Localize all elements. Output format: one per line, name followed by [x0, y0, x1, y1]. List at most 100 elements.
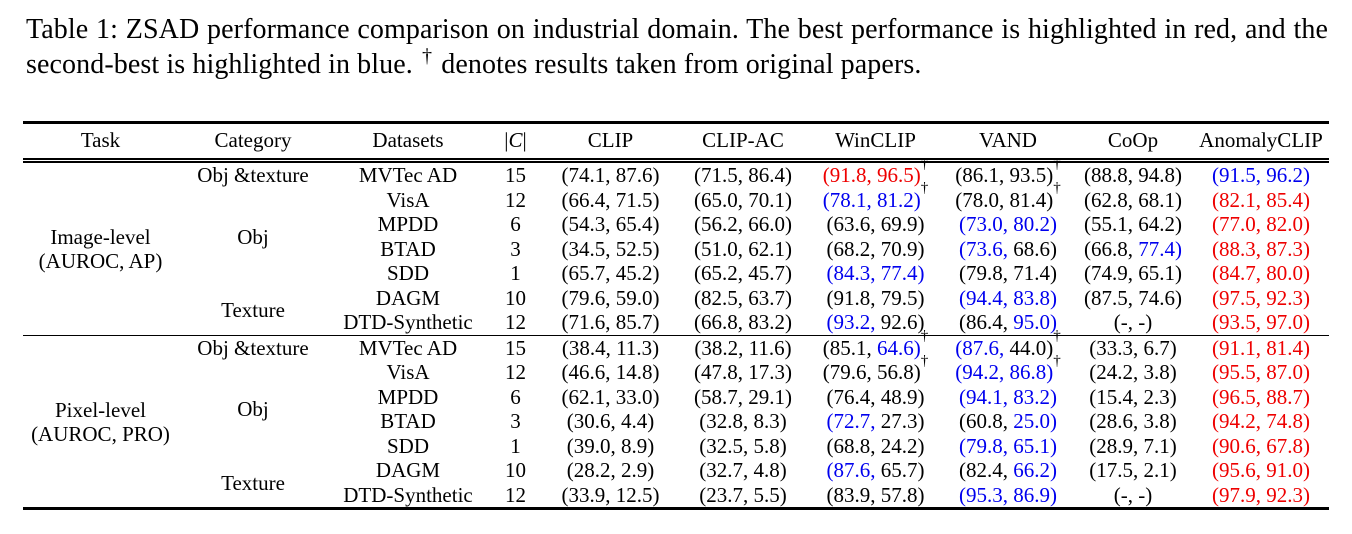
- column-header-clip: CLIP: [543, 122, 678, 164]
- result-cell-clip: (79.6, 59.0): [561, 285, 660, 310]
- class-count-cell: 6: [510, 384, 521, 409]
- result-cell-clip-ac: (23.7, 5.5): [699, 482, 787, 507]
- result-cell-clip: (30.6, 4.4): [566, 409, 655, 434]
- table-row: BTAD 3 (34.5, 52.5) (51.0, 62.1) (68.2, 70.9…: [23, 237, 1329, 262]
- task-cell: Pixel-level (AUROC, PRO): [31, 397, 170, 446]
- table-header: Task Category Datasets |C| CLIP CLIP-AC WinCLI…: [23, 122, 1329, 164]
- class-count-cell: 12: [505, 310, 526, 335]
- result-cell-clip: (46.6, 14.8): [561, 360, 660, 385]
- category-cell: Texture: [221, 470, 285, 495]
- result-cell-anomalyclip: (95.5, 87.0): [1212, 360, 1310, 385]
- result-cell-winclip: (91.8, 79.5): [826, 285, 925, 310]
- category-cell: Obj &texture: [197, 335, 309, 360]
- table-row: DTD-Synthetic 12 (33.9, 12.5) (23.7, 5.5) (8…: [23, 483, 1329, 509]
- column-header-datasets: Datasets: [328, 122, 488, 164]
- result-cell-clip: (38.4, 11.3): [561, 335, 660, 360]
- result-cell-clip-ac: (65.2, 45.7): [694, 261, 792, 286]
- result-cell-clip: (28.2, 2.9): [566, 458, 655, 483]
- class-count-cell: 3: [510, 236, 521, 261]
- result-cell-anomalyclip: (95.6, 91.0): [1212, 458, 1310, 483]
- result-cell-anomalyclip: (90.6, 67.8): [1212, 433, 1310, 458]
- result-cell-vand: (78.0, 81.4)†: [955, 180, 1061, 212]
- class-count-cell: 12: [505, 482, 526, 507]
- table-row: DTD-Synthetic 12 (71.6, 85.7) (66.8, 83.2) (…: [23, 310, 1329, 335]
- result-cell-coop: (-, -): [1113, 482, 1153, 507]
- result-cell-coop: (15.4, 2.3): [1089, 384, 1177, 409]
- category-cell: Obj: [237, 397, 269, 422]
- result-cell-clip: (62.1, 33.0): [561, 384, 660, 409]
- result-cell-winclip: (63.6, 69.9): [826, 212, 925, 237]
- table-row: Obj VisA 12 (46.6, 14.8) (47.8, 17.3) (79.6, …: [23, 352, 1329, 421]
- result-cell-winclip: (79.6, 56.8)†: [822, 352, 929, 385]
- result-cell-vand: (79.8, 71.4): [959, 261, 1057, 286]
- result-cell-anomalyclip: (97.5, 92.3): [1212, 285, 1310, 310]
- result-cell-clip-ac: (65.0, 70.1): [694, 187, 792, 212]
- result-cell-winclip: (87.6, 65.7): [826, 458, 925, 483]
- result-cell-clip-ac: (82.5, 63.7): [694, 285, 792, 310]
- category-cell: Obj: [237, 224, 269, 249]
- column-header-category: Category: [178, 122, 328, 164]
- result-cell-coop: (74.9, 65.1): [1084, 261, 1182, 286]
- category-cell: Obj &texture: [197, 163, 309, 188]
- result-cell-anomalyclip: (96.5, 88.7): [1212, 384, 1310, 409]
- result-cell-winclip: (68.2, 70.9): [826, 236, 925, 261]
- result-cell-coop: (62.8, 68.1): [1084, 187, 1182, 212]
- result-cell-anomalyclip: (88.3, 87.3): [1212, 236, 1310, 261]
- column-header-vand: VAND: [943, 122, 1073, 164]
- header-row: Task Category Datasets |C| CLIP CLIP-AC WinCLI…: [23, 122, 1329, 164]
- result-cell-clip-ac: (32.7, 4.8): [699, 458, 787, 483]
- column-header-task: Task: [23, 122, 178, 164]
- dataset-cell: DAGM: [375, 285, 441, 310]
- class-count-cell: 6: [510, 212, 521, 237]
- result-cell-clip: (54.3, 65.4): [561, 212, 660, 237]
- result-cell-winclip: (93.2, 92.6): [826, 310, 925, 335]
- column-header-clip-ac: CLIP-AC: [678, 122, 808, 164]
- dataset-cell: VisA: [386, 360, 430, 385]
- dataset-cell: BTAD: [380, 236, 436, 261]
- dataset-cell: VisA: [386, 187, 430, 212]
- result-cell-coop: (24.2, 3.8): [1089, 360, 1177, 385]
- result-cell-winclip: (84.3, 77.4): [826, 261, 925, 286]
- caption-text-1: Table 1: ZSAD performance comparison on …: [26, 14, 1328, 80]
- caption-text-2: denotes results taken from original pape…: [441, 48, 922, 80]
- result-cell-anomalyclip: (84.7, 80.0): [1212, 261, 1310, 286]
- dagger-symbol: †: [422, 45, 433, 68]
- table-row: BTAD 3 (30.6, 4.4) (32.8, 8.3) (72.7, 27.3) (…: [23, 409, 1329, 434]
- result-cell-coop: (66.8, 77.4): [1084, 236, 1182, 261]
- table-row: SDD 1 (65.7, 45.2) (65.2, 45.7) (84.3, 77.4)…: [23, 261, 1329, 286]
- result-cell-coop: (-, -): [1113, 310, 1153, 335]
- result-cell-clip: (65.7, 45.2): [561, 261, 660, 286]
- column-header-anomalyclip: AnomalyCLIP: [1193, 122, 1329, 164]
- results-table: Task Category Datasets |C| CLIP CLIP-AC WinCLI…: [23, 121, 1329, 511]
- category-cell: Texture: [221, 298, 285, 323]
- result-cell-anomalyclip: (94.2, 74.8): [1212, 409, 1310, 434]
- result-cell-anomalyclip: (97.9, 92.3): [1212, 482, 1310, 507]
- result-cell-vand: (86.4, 95.0): [959, 310, 1057, 335]
- result-cell-clip-ac: (58.7, 29.1): [694, 384, 792, 409]
- dataset-cell: DAGM: [375, 458, 441, 483]
- result-cell-coop: (87.5, 74.6): [1084, 285, 1182, 310]
- table-body: Image-level (AUROC, AP) Obj &texture MVTec …: [23, 155, 1329, 509]
- table-row: Obj VisA 12 (66.4, 71.5) (65.0, 70.1) (78.1, …: [23, 180, 1329, 249]
- class-count-cell: 10: [505, 458, 526, 483]
- result-cell-clip-ac: (32.8, 8.3): [699, 409, 787, 434]
- result-cell-vand: (79.8, 65.1): [959, 433, 1057, 458]
- result-cell-clip-ac: (38.2, 11.6): [694, 335, 792, 360]
- dataset-cell: MPDD: [377, 212, 439, 237]
- class-count-cell: 15: [505, 335, 526, 360]
- result-cell-vand: (82.4, 66.2): [959, 458, 1057, 483]
- result-cell-vand: (94.4, 83.8): [959, 285, 1057, 310]
- class-count-cell: 12: [505, 187, 526, 212]
- result-cell-vand: (94.1, 83.2): [959, 384, 1057, 409]
- dataset-cell: BTAD: [380, 409, 436, 434]
- result-cell-vand: (73.6, 68.6): [959, 236, 1057, 261]
- result-cell-anomalyclip: (91.5, 96.2): [1212, 163, 1310, 188]
- dataset-cell: MVTec AD: [358, 335, 458, 360]
- dataset-cell: SDD: [386, 433, 429, 458]
- result-cell-vand: (95.3, 86.9): [959, 482, 1057, 507]
- result-cell-anomalyclip: (93.5, 97.0): [1212, 310, 1310, 335]
- table-row: Texture DAGM 10 (28.2, 2.9) (32.7, 4.8) (87.6…: [23, 458, 1329, 494]
- result-cell-winclip: (85.1, 64.6)†: [822, 328, 929, 360]
- result-cell-vand: (86.1, 93.5)†: [955, 155, 1061, 188]
- result-cell-clip: (39.0, 8.9): [566, 433, 655, 458]
